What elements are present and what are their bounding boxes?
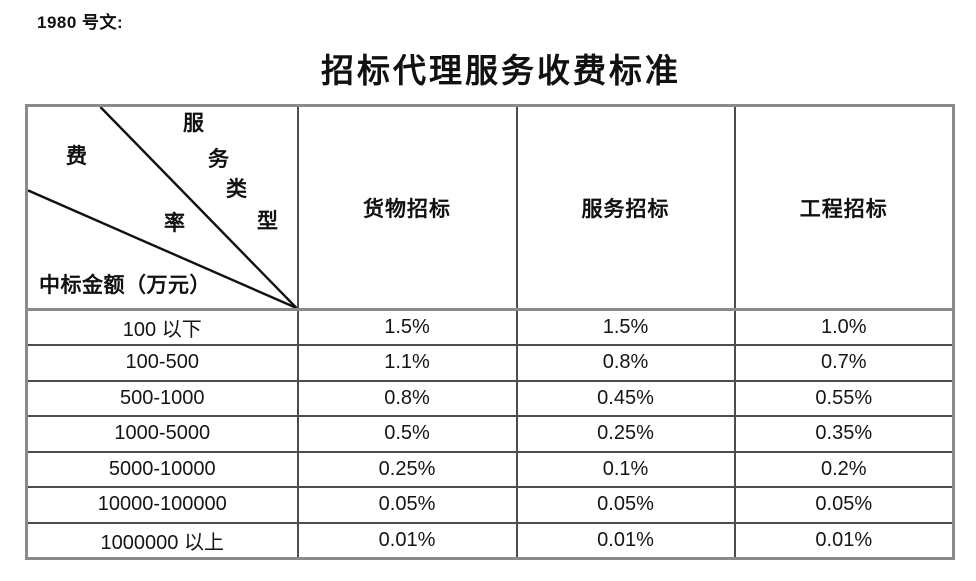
- corner-service-type-char: 型: [257, 209, 278, 233]
- rate-cell: 0.8%: [515, 344, 736, 382]
- rate-cell: 0.35%: [733, 415, 955, 453]
- corner-service-type-char: 类: [226, 177, 247, 201]
- amount-range-cell: 5000-10000: [25, 450, 299, 488]
- corner-service-type-char: 服: [183, 111, 204, 135]
- column-header-works-bidding: 工程招标: [733, 104, 955, 311]
- table-row: 100 以下 1.5% 1.5% 1.0%: [25, 308, 955, 346]
- table-row: 10000-100000 0.05% 0.05% 0.05%: [25, 486, 955, 524]
- amount-range-cell: 1000-5000: [25, 415, 299, 453]
- table-row: 100-500 1.1% 0.8% 0.7%: [25, 344, 955, 382]
- rate-cell: 1.1%: [296, 344, 518, 382]
- corner-header-cell: 服 务 类 型 费 率 中标金额（万元）: [25, 104, 299, 311]
- rate-cell: 0.25%: [296, 450, 518, 488]
- column-header-service-bidding: 服务招标: [515, 104, 736, 311]
- table-row: 1000000 以上 0.01% 0.01% 0.01%: [25, 521, 955, 559]
- table-row: 1000-5000 0.5% 0.25% 0.35%: [25, 415, 955, 453]
- fee-table: 服 务 类 型 费 率 中标金额（万元） 货物招标 服务招标 工程招标 100 …: [25, 104, 955, 560]
- rate-cell: 0.01%: [515, 521, 736, 559]
- rate-cell: 0.45%: [515, 379, 736, 417]
- amount-range-cell: 500-1000: [25, 379, 299, 417]
- rate-cell: 1.5%: [296, 308, 518, 346]
- page-title: 招标代理服务收费标准: [321, 54, 681, 90]
- rate-cell: 0.05%: [733, 486, 955, 524]
- rate-cell: 0.1%: [515, 450, 736, 488]
- rate-cell: 0.01%: [296, 521, 518, 559]
- amount-range-cell: 1000000 以上: [25, 521, 299, 559]
- rate-cell: 0.2%: [733, 450, 955, 488]
- rate-cell: 0.05%: [296, 486, 518, 524]
- rate-cell: 0.55%: [733, 379, 955, 417]
- table-row: 5000-10000 0.25% 0.1% 0.2%: [25, 450, 955, 488]
- rate-cell: 0.5%: [296, 415, 518, 453]
- corner-header-content: 服 务 类 型 费 率 中标金额（万元）: [28, 107, 297, 308]
- corner-rate-char: 率: [164, 211, 185, 235]
- rate-cell: 0.01%: [733, 521, 955, 559]
- column-header-goods-bidding: 货物招标: [296, 104, 518, 311]
- amount-range-cell: 100-500: [25, 344, 299, 382]
- rate-cell: 1.5%: [515, 308, 736, 346]
- rate-cell: 0.8%: [296, 379, 518, 417]
- corner-amount-label: 中标金额（万元）: [39, 273, 211, 297]
- rate-cell: 1.0%: [733, 308, 955, 346]
- amount-range-cell: 100 以下: [25, 308, 299, 346]
- rate-cell: 0.7%: [733, 344, 955, 382]
- rate-cell: 0.25%: [515, 415, 736, 453]
- table-row: 500-1000 0.8% 0.45% 0.55%: [25, 379, 955, 417]
- doc-number-label: 1980 号文:: [37, 13, 124, 32]
- rate-cell: 0.05%: [515, 486, 736, 524]
- corner-service-type-char: 务: [208, 147, 229, 171]
- table-header-row: 服 务 类 型 费 率 中标金额（万元） 货物招标 服务招标 工程招标: [25, 104, 955, 311]
- diagonal-divider-lines: [28, 107, 297, 308]
- amount-range-cell: 10000-100000: [25, 486, 299, 524]
- corner-rate-char: 费: [66, 144, 87, 168]
